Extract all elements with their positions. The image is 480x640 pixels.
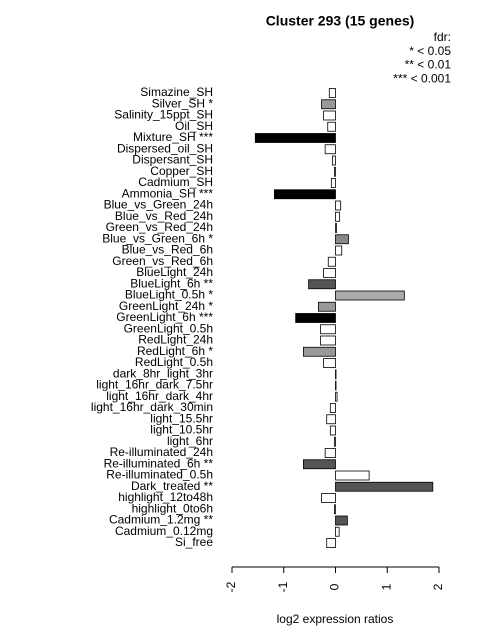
y-tick-label: Green_vs_Red_24h [106, 220, 213, 234]
bar [308, 279, 336, 290]
bar [335, 290, 405, 301]
bar [303, 346, 336, 357]
bar [335, 245, 343, 256]
bar [335, 470, 370, 481]
bar [335, 526, 340, 537]
bar [323, 358, 336, 368]
bar [335, 380, 337, 391]
y-tick-label: Blue_vs_Red_6h [122, 243, 213, 257]
y-tick-label: RedLight_0.5h [135, 355, 213, 369]
y-tick-label: Blue_vs_Red_24h [115, 209, 213, 223]
legend-text: * < 0.05 [409, 44, 451, 58]
bar [327, 256, 336, 267]
bar [320, 335, 336, 346]
y-tick-label: light_10.5hr [150, 423, 213, 437]
bar [335, 223, 337, 233]
legend-text: *** < 0.001 [393, 71, 451, 85]
x-tick-label: -2 [224, 581, 238, 592]
bar [329, 403, 336, 413]
bar [303, 459, 336, 470]
bar [320, 324, 336, 335]
bar [335, 515, 348, 526]
y-tick-label: Copper_SH [150, 164, 213, 178]
y-tick-label: Dispersed_oil_SH [117, 141, 213, 155]
bar [321, 99, 336, 110]
y-tick-label: Dark_treated ** [131, 479, 213, 493]
x-tick-label: -1 [276, 581, 290, 592]
x-axis-title: log2 expression ratios [277, 612, 394, 626]
y-tick-label: highlight_0to6h [132, 501, 213, 515]
bar [335, 369, 337, 380]
legend-text: fdr: [434, 30, 451, 44]
y-tick-label: BlueLight_0.5h * [125, 288, 213, 302]
y-tick-label: GreenLight_0.5h [124, 321, 213, 335]
y-tick-label: BlueLight_6h ** [130, 276, 213, 290]
bar [324, 448, 336, 458]
y-tick-label: Cadmium_SH [138, 175, 213, 189]
y-tick-label: Green_vs_Red_6h [112, 254, 213, 268]
y-tick-label: dark_8hr_light_3hr [113, 366, 213, 380]
y-tick-label: Cadmium_1.2mg ** [109, 513, 213, 527]
y-tick-label: highlight_12to48h [118, 490, 213, 504]
y-tick-label: Mixture_SH *** [133, 130, 213, 144]
y-tick-label: light_16hr_dark_4hr [106, 389, 213, 403]
bar [335, 481, 434, 492]
bar [334, 436, 336, 447]
y-tick-label: Si_free [175, 535, 213, 549]
bar [328, 88, 336, 98]
bar [326, 414, 336, 425]
chart-title: Cluster 293 (15 genes) [266, 13, 415, 29]
bar [254, 133, 336, 143]
bar [323, 268, 336, 278]
y-tick-label: GreenLight_24h * [119, 299, 213, 313]
y-tick-label: Silver_SH * [152, 96, 214, 110]
bar [329, 425, 336, 436]
x-tick-label: 0 [328, 583, 342, 590]
legend-text: ** < 0.01 [405, 58, 452, 72]
y-tick-label: Cadmium_0.12mg [115, 524, 213, 538]
bar [327, 121, 336, 132]
x-tick-label: 1 [379, 583, 393, 590]
y-tick-label: Dispersant_SH [132, 153, 213, 167]
bar [335, 391, 338, 402]
bar [318, 301, 336, 312]
y-tick-label: GreenLight_6h *** [116, 310, 213, 324]
y-tick-label: light_16hr_dark_7.5hr [96, 378, 213, 392]
y-tick-label: RedLight_6h * [137, 344, 213, 358]
bar [334, 504, 336, 515]
bar [295, 313, 336, 323]
y-tick-label: Salinity_15ppt_SH [114, 108, 213, 122]
y-tick-label: Blue_vs_Green_24h [104, 198, 213, 212]
bar [331, 155, 336, 166]
bar [321, 493, 336, 503]
bar [335, 200, 342, 211]
y-tick-label: BlueLight_24h [136, 265, 213, 279]
y-tick-label: Blue_vs_Green_6h * [102, 231, 213, 245]
y-tick-label: Re-illuminated_24h [110, 445, 213, 459]
bar [334, 166, 336, 177]
bar [323, 110, 336, 121]
bar [330, 178, 336, 188]
bar [324, 144, 336, 155]
bar [274, 189, 336, 200]
y-tick-label: light_6hr [167, 434, 213, 448]
y-tick-label: RedLight_24h [138, 333, 213, 347]
x-tick-label: 2 [431, 583, 445, 590]
y-tick-label: Oil_SH [175, 119, 213, 133]
y-tick-label: Re-illuminated_6h ** [104, 456, 214, 470]
y-tick-label: Simazine_SH [140, 85, 213, 99]
y-tick-label: Re-illuminated_0.5h [106, 468, 213, 482]
bar [335, 234, 349, 245]
y-tick-label: Ammonia_SH *** [122, 186, 214, 200]
y-tick-label: light_15.5hr [150, 411, 213, 425]
bar [326, 538, 336, 548]
bar [335, 211, 341, 222]
y-tick-label: light_16hr_dark_30min [91, 400, 213, 414]
